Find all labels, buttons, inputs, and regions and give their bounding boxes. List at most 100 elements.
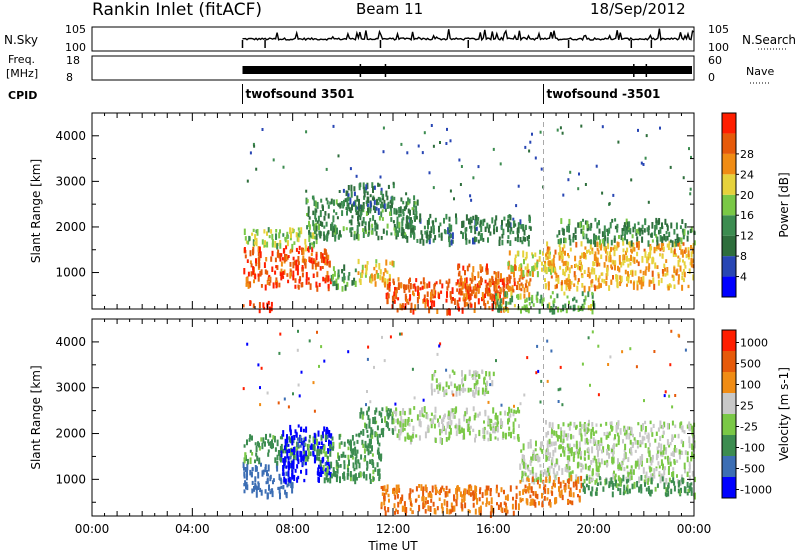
velocity-pixel — [558, 465, 561, 471]
velocity-pixel — [653, 474, 656, 479]
power-pixel — [298, 245, 301, 251]
power-pixel — [552, 303, 555, 308]
velocity-pixel — [555, 458, 558, 464]
velocity-pixel — [249, 449, 252, 453]
velocity-pixel — [532, 453, 535, 461]
power-pixel — [594, 285, 597, 292]
power-pixel — [429, 213, 432, 219]
power-pixel — [561, 247, 564, 254]
velocity-pixel — [481, 369, 484, 374]
power-pixel — [360, 204, 363, 212]
velocity-pixel — [558, 435, 561, 439]
power-pixel — [469, 286, 472, 292]
power-pixel — [547, 250, 550, 257]
power-pixel — [644, 156, 647, 160]
velocity-pixel — [399, 421, 402, 428]
power-pixel — [358, 198, 360, 205]
velocity-pixel — [245, 482, 247, 490]
velocity-pixel — [671, 420, 674, 426]
velocity-pixel — [575, 443, 578, 449]
power-pixel — [595, 164, 598, 168]
power-pixel — [520, 263, 523, 268]
velocity-pixel — [569, 421, 572, 426]
nsearch-tick-top: 105 — [708, 23, 729, 36]
power-pixel — [369, 217, 372, 222]
power-pixel — [465, 214, 468, 221]
power-pixel — [633, 223, 636, 229]
velocity-pixel — [670, 488, 673, 495]
velocity-pixel — [472, 389, 475, 397]
velocity-pixel — [620, 464, 623, 471]
power-pixel — [298, 278, 301, 284]
velocity-pixel — [623, 432, 626, 436]
power-pixel — [355, 174, 358, 178]
velocity-pixel — [445, 368, 448, 372]
velocity-pixel — [378, 433, 381, 438]
power-pixel — [495, 286, 498, 294]
velocity-pixel — [589, 491, 592, 496]
x-tick-label: 00:00 — [75, 522, 110, 536]
power-pixel — [613, 238, 616, 243]
power-pixel — [681, 275, 684, 281]
velocity-pixel — [552, 482, 555, 487]
power-pixel — [569, 170, 572, 174]
power-pixel — [460, 165, 463, 168]
power-pixel — [671, 240, 674, 248]
power-pixel — [455, 213, 457, 219]
velocity-pixel — [584, 463, 587, 470]
power-pixel — [684, 223, 687, 229]
velocity-pixel — [269, 433, 272, 438]
velocity-pixel — [560, 453, 562, 457]
power-pixel — [293, 260, 296, 266]
velocity-pixel — [342, 451, 345, 458]
power-pixel — [375, 259, 378, 264]
power-pixel — [500, 273, 502, 279]
velocity-pixel — [378, 442, 381, 447]
velocity-pixel — [472, 494, 475, 502]
power-pixel — [516, 235, 519, 243]
velocity-pixel — [589, 478, 592, 482]
power-pixel — [399, 213, 402, 217]
power-pixel — [552, 266, 555, 273]
power-pixel — [489, 231, 492, 236]
velocity-pixel — [640, 475, 643, 481]
power-y-tick-label: 2000 — [55, 220, 86, 234]
power-pixel — [449, 139, 452, 143]
power-pixel — [554, 266, 556, 272]
velocity-pixel — [577, 453, 580, 459]
power-pixel — [491, 303, 494, 310]
power-pixel — [622, 248, 625, 253]
velocity-pixel — [524, 462, 527, 470]
power-pixel — [319, 266, 322, 271]
velocity-pixel — [383, 496, 386, 502]
velocity-pixel — [355, 433, 358, 437]
power-pixel — [243, 247, 246, 253]
velocity-pixel — [543, 486, 545, 492]
velocity-pixel — [277, 401, 280, 405]
velocity-pixel — [300, 455, 303, 463]
velocity-pixel — [400, 415, 403, 421]
velocity-pixel — [540, 379, 543, 383]
power-pixel — [280, 275, 283, 281]
power-pixel — [652, 277, 655, 284]
power-pixel — [451, 232, 454, 240]
velocity-pixel — [334, 471, 337, 478]
power-pixel — [636, 242, 639, 248]
velocity-pixel — [549, 499, 551, 504]
velocity-pixel — [326, 466, 329, 473]
velocity-pixel — [260, 437, 263, 442]
velocity-pixel — [634, 460, 637, 467]
velocity-pixel — [382, 430, 385, 438]
power-pixel — [347, 275, 350, 281]
velocity-pixel — [470, 485, 473, 491]
power-pixel — [366, 191, 369, 196]
power-pixel — [476, 283, 479, 288]
velocity-pixel — [496, 502, 498, 506]
velocity-pixel — [548, 457, 550, 461]
power-pixel — [505, 223, 508, 227]
power-pixel — [255, 237, 258, 245]
velocity-pixel — [396, 494, 399, 499]
velocity-pixel — [576, 462, 579, 469]
power-pixel — [548, 302, 551, 309]
power-pixel — [593, 237, 595, 245]
